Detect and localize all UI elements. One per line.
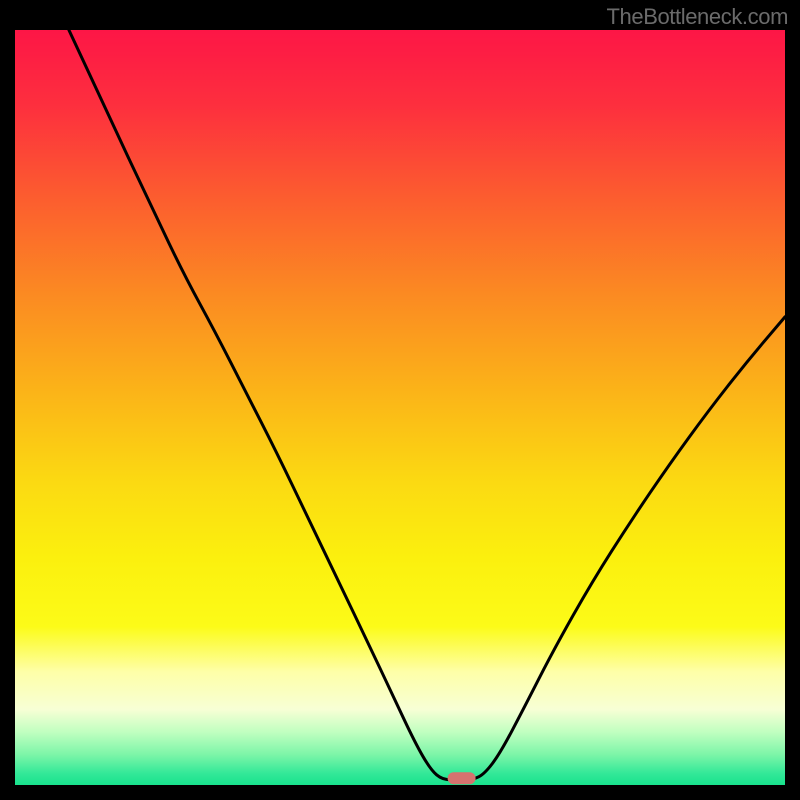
- chart-svg: [15, 30, 785, 785]
- curve-minimum-marker: [448, 772, 476, 784]
- watermark-text: TheBottleneck.com: [606, 4, 788, 30]
- bottleneck-chart: [15, 30, 785, 785]
- chart-background: [15, 30, 785, 785]
